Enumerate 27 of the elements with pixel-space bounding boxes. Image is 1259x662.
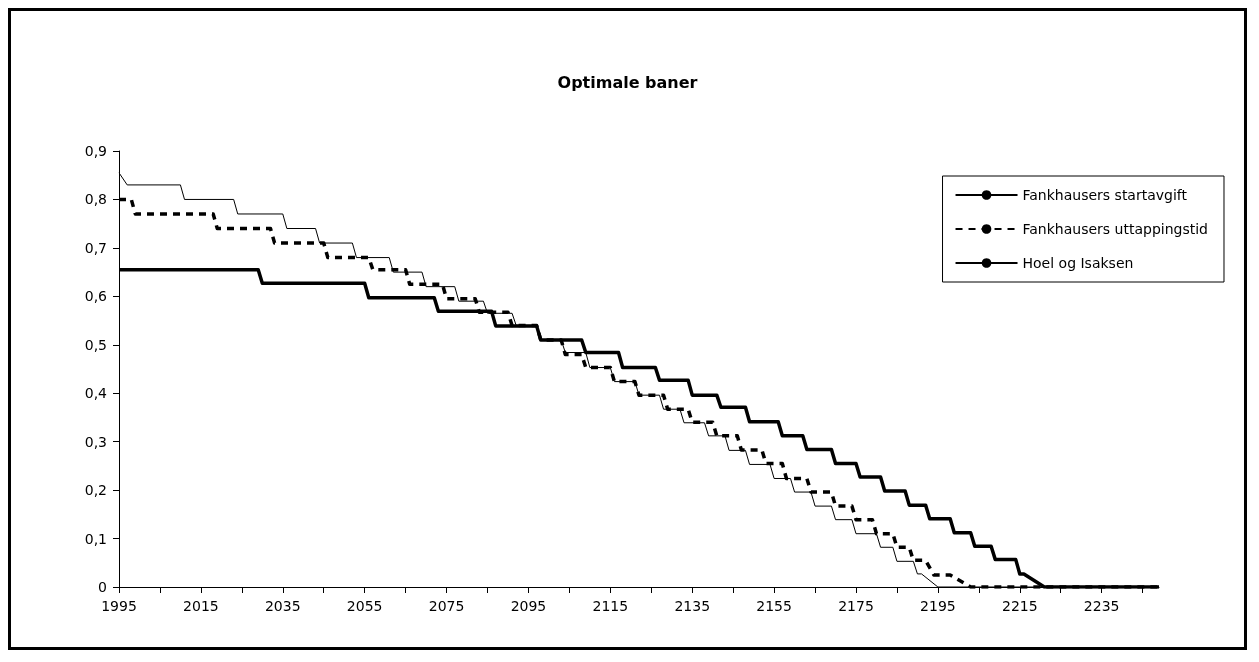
- y-tick-label: 0,2: [84, 482, 107, 499]
- x-tick-label: 2155: [756, 598, 792, 614]
- legend-label: Fankhausers startavgift: [1022, 187, 1188, 203]
- x-tick-label: 2055: [346, 598, 383, 614]
- x-tick-label: 2135: [674, 598, 711, 614]
- chart-title: Optimale baner: [557, 72, 698, 92]
- y-tick-label: 0,4: [84, 385, 108, 402]
- x-tick-label: 2235: [1083, 598, 1120, 614]
- y-tick-label: 0,3: [84, 433, 107, 450]
- x-tick-label: 2175: [838, 598, 874, 614]
- y-tick-label: 0,9: [84, 143, 107, 159]
- x-tick-label: 2195: [920, 598, 956, 614]
- x-tick-label: 2075: [428, 598, 465, 614]
- y-tick-label: 0,6: [84, 288, 108, 305]
- y-tick-label: 0,7: [84, 239, 107, 256]
- y-tick-label: 0,5: [84, 336, 107, 353]
- x-tick-label: 1995: [101, 598, 137, 614]
- y-tick-label: 0,8: [84, 191, 107, 208]
- x-tick-label: 2115: [592, 598, 629, 614]
- x-tick-label: 2035: [264, 598, 301, 614]
- x-tick-label: 2215: [1001, 598, 1038, 614]
- y-tick-label: 0,1: [84, 530, 107, 547]
- legend-label: Fankhausers uttappingstid: [1022, 221, 1209, 237]
- legend-label: Hoel og Isaksen: [1022, 255, 1134, 271]
- y-tick-label: 0: [98, 579, 107, 595]
- x-tick-label: 2015: [183, 598, 219, 614]
- x-tick-label: 2095: [510, 598, 547, 614]
